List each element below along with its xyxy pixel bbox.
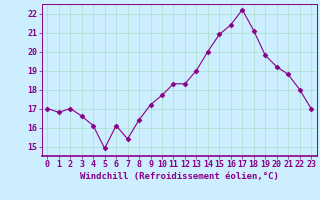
X-axis label: Windchill (Refroidissement éolien,°C): Windchill (Refroidissement éolien,°C) <box>80 172 279 181</box>
